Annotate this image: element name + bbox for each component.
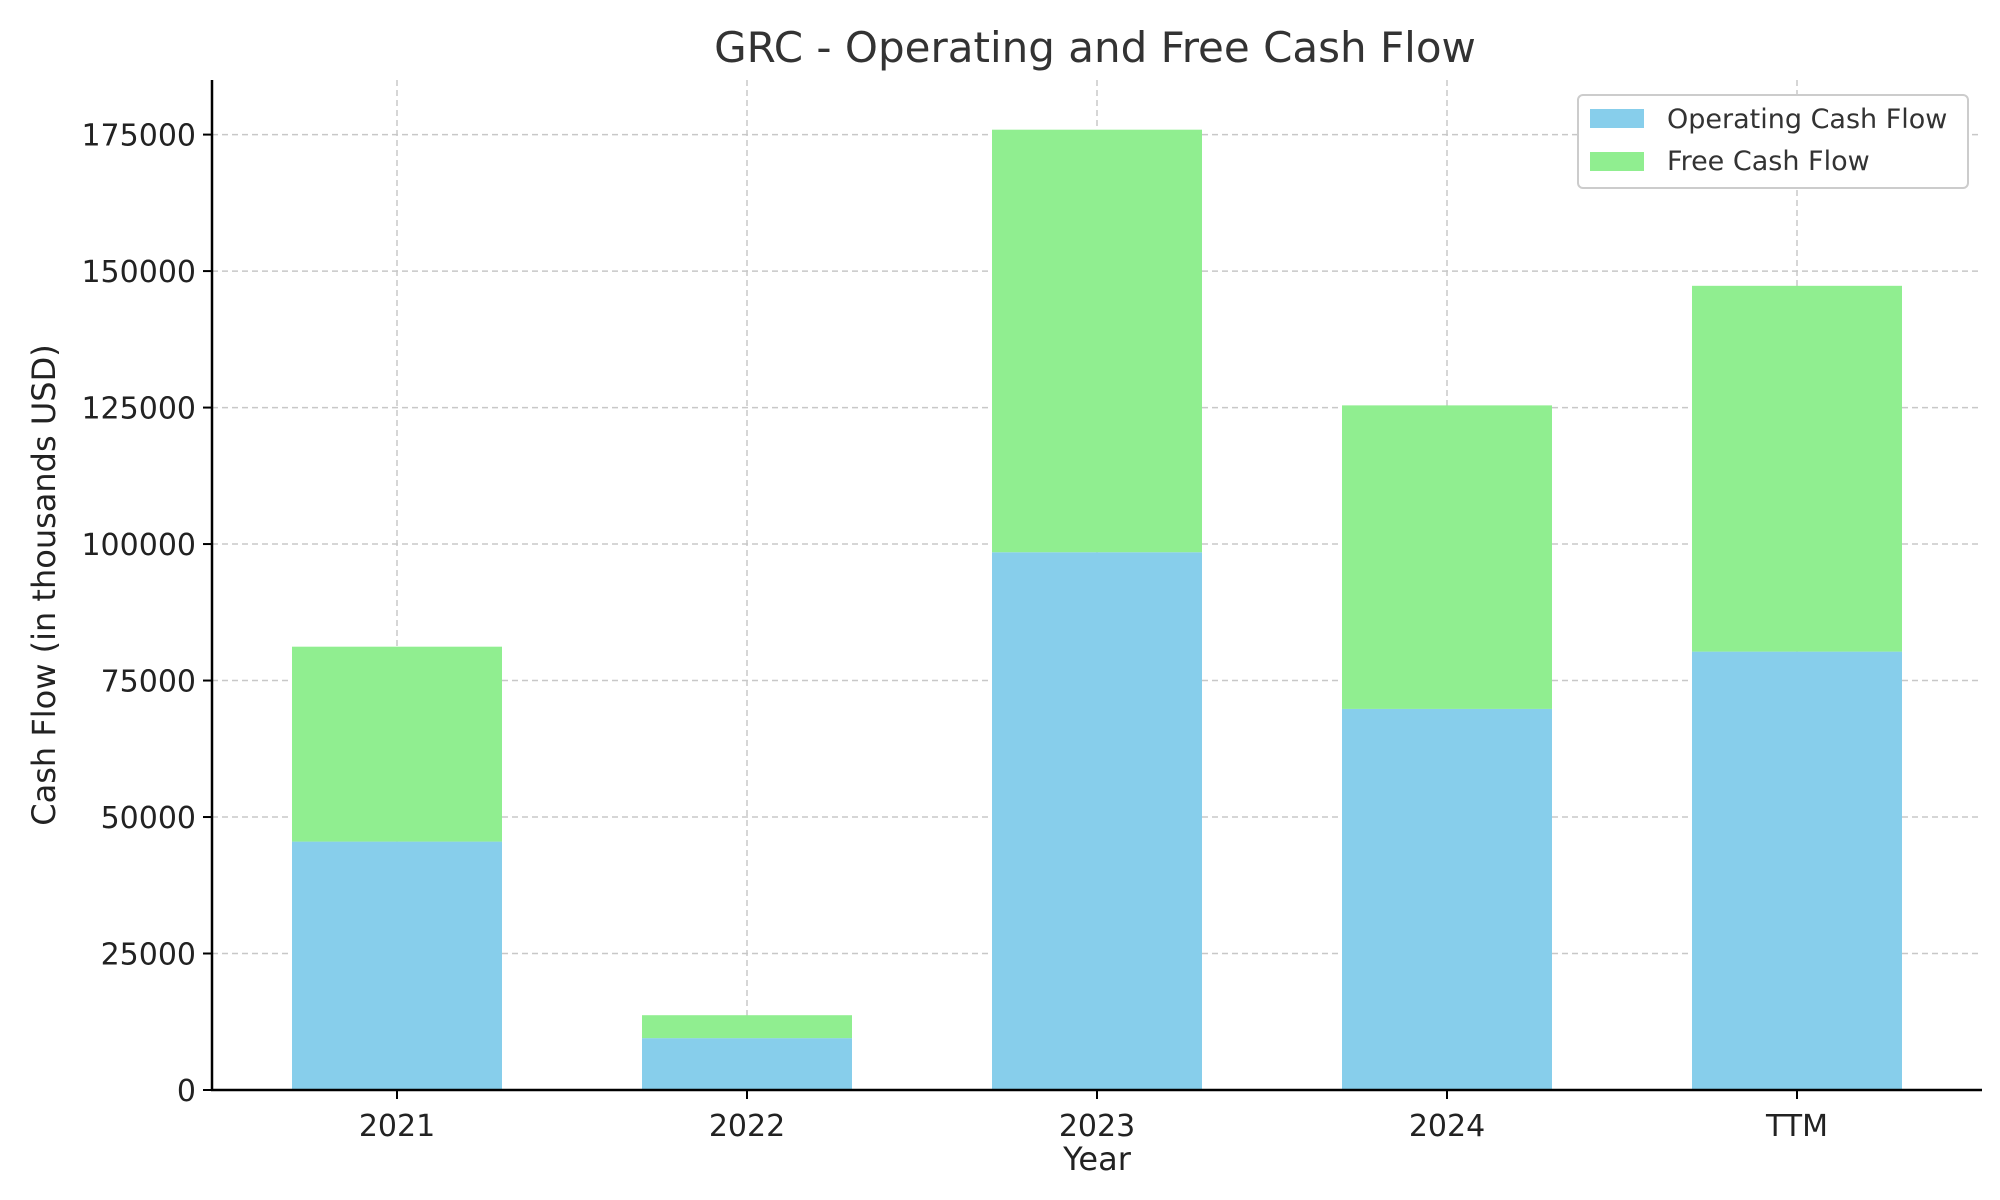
bar-operating-cash-flow-2022 (642, 1038, 852, 1090)
y-tick-label-150000: 150000 (81, 255, 196, 290)
bar-operating-cash-flow-2024 (1342, 708, 1552, 1090)
x-tick-label-2022: 2022 (709, 1109, 785, 1144)
y-tick-label-175000: 175000 (81, 119, 196, 154)
y-tick-label-0: 0 (177, 1074, 196, 1109)
y-axis-label: Cash Flow (in thousands USD) (25, 344, 63, 825)
bar-operating-cash-flow-TTM (1692, 651, 1902, 1090)
x-tick-label-2021: 2021 (359, 1109, 435, 1144)
y-tick-label-100000: 100000 (81, 528, 196, 563)
legend-frame (1577, 94, 1969, 189)
legend-label-free-cash-flow: Free Cash Flow (1667, 146, 1870, 177)
bar-free-cash-flow-2021 (292, 646, 502, 842)
legend-swatch-operating-cash-flow (1590, 109, 1644, 128)
y-ticks: 0 25000 50000 75000 100000 125000 150000 175000 (81, 119, 212, 1109)
x-axis-label: Year (1062, 1140, 1132, 1178)
x-ticks: 2021 2022 2023 2024 TTM (359, 1090, 1828, 1144)
chart-title: GRC - Operating and Free Cash Flow (714, 23, 1476, 72)
bar-free-cash-flow-TTM (1692, 285, 1902, 652)
bar-operating-cash-flow-2023 (992, 552, 1202, 1090)
legend-label-operating-cash-flow: Operating Cash Flow (1667, 104, 1947, 135)
x-tick-label-2024: 2024 (1409, 1109, 1485, 1144)
bar-free-cash-flow-2022 (642, 1015, 852, 1039)
bars (292, 129, 1902, 1090)
legend-swatch-free-cash-flow (1590, 152, 1644, 171)
y-tick-label-125000: 125000 (81, 392, 196, 427)
legend: Operating Cash Flow Free Cash Flow (1577, 94, 1969, 189)
y-tick-label-25000: 25000 (101, 938, 196, 973)
x-tick-label-TTM: TTM (1765, 1109, 1828, 1144)
x-tick-label-2023: 2023 (1059, 1109, 1135, 1144)
bar-operating-cash-flow-2021 (292, 841, 502, 1090)
bar-free-cash-flow-2023 (992, 129, 1202, 553)
y-tick-label-50000: 50000 (101, 801, 196, 836)
bar-free-cash-flow-2024 (1342, 405, 1552, 709)
y-tick-label-75000: 75000 (101, 665, 196, 700)
